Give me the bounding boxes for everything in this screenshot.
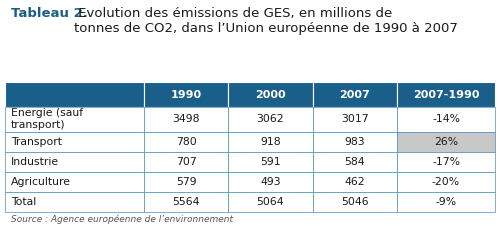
Text: 5046: 5046 <box>341 197 368 207</box>
Text: -14%: -14% <box>432 114 460 124</box>
Bar <box>312 152 397 172</box>
Bar <box>144 107 228 132</box>
Text: 3062: 3062 <box>256 114 284 124</box>
Text: 780: 780 <box>176 137 197 147</box>
Bar <box>228 132 312 152</box>
Bar <box>312 192 397 212</box>
Bar <box>397 132 495 152</box>
Text: 918: 918 <box>260 137 280 147</box>
Text: -20%: -20% <box>432 177 460 187</box>
Text: Source : Agence européenne de l’environnement: Source : Agence européenne de l’environn… <box>11 214 233 224</box>
Bar <box>5 152 144 172</box>
Bar <box>397 107 495 132</box>
Text: 579: 579 <box>176 177 197 187</box>
Text: 983: 983 <box>344 137 365 147</box>
Text: Agriculture: Agriculture <box>11 177 71 187</box>
Bar <box>228 82 312 107</box>
Text: 493: 493 <box>260 177 280 187</box>
Bar <box>144 172 228 192</box>
Bar <box>5 192 144 212</box>
Text: 462: 462 <box>344 177 365 187</box>
Bar <box>312 132 397 152</box>
Text: 591: 591 <box>260 157 280 167</box>
Bar <box>228 152 312 172</box>
Bar <box>312 172 397 192</box>
Bar <box>5 107 144 132</box>
Text: Transport: Transport <box>11 137 62 147</box>
Bar <box>312 82 397 107</box>
Bar <box>397 152 495 172</box>
Text: 2000: 2000 <box>255 90 286 100</box>
Bar <box>5 82 144 107</box>
Text: 2007-1990: 2007-1990 <box>413 90 479 100</box>
Text: 26%: 26% <box>434 137 458 147</box>
Text: Energie (sauf
transport): Energie (sauf transport) <box>11 109 83 130</box>
Bar <box>144 132 228 152</box>
Bar <box>228 172 312 192</box>
Bar <box>312 107 397 132</box>
Text: 584: 584 <box>344 157 365 167</box>
Text: -9%: -9% <box>436 197 456 207</box>
Bar <box>397 82 495 107</box>
Bar <box>5 132 144 152</box>
Text: 2007: 2007 <box>340 90 370 100</box>
Text: 3017: 3017 <box>341 114 368 124</box>
Text: Evolution des émissions de GES, en millions de
tonnes de CO2, dans l’Union europ: Evolution des émissions de GES, en milli… <box>74 7 458 35</box>
Bar <box>228 107 312 132</box>
Bar <box>5 172 144 192</box>
Text: 5064: 5064 <box>256 197 284 207</box>
Text: Industrie: Industrie <box>11 157 59 167</box>
Text: 1990: 1990 <box>170 90 202 100</box>
Bar <box>397 172 495 192</box>
Bar <box>144 152 228 172</box>
Text: 5564: 5564 <box>172 197 200 207</box>
Text: -17%: -17% <box>432 157 460 167</box>
Bar <box>397 192 495 212</box>
Bar <box>228 192 312 212</box>
Text: Total: Total <box>11 197 36 207</box>
Text: Tableau 2.: Tableau 2. <box>11 7 88 20</box>
Text: 707: 707 <box>176 157 197 167</box>
Text: 3498: 3498 <box>172 114 200 124</box>
Bar <box>144 82 228 107</box>
Bar <box>144 192 228 212</box>
